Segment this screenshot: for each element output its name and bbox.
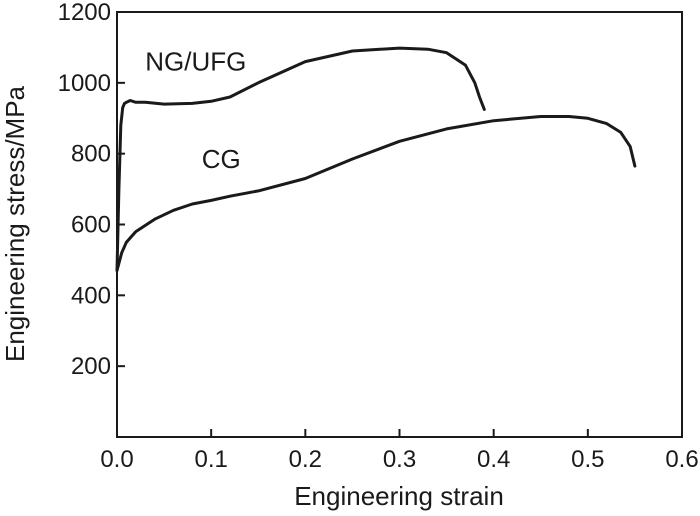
x-tick-label: 0.2 — [289, 446, 322, 473]
x-axis-title: Engineering strain — [294, 481, 504, 511]
x-tick-label: 0.1 — [194, 446, 227, 473]
y-tick-label: 1200 — [58, 0, 111, 26]
y-tick-labels: 200 400 600 800 1000 1200 — [58, 0, 111, 380]
y-tick-label: 200 — [71, 353, 111, 380]
series-curves — [115, 46, 637, 272]
x-tick-label: 0.4 — [477, 446, 510, 473]
y-tick-label: 800 — [71, 141, 111, 168]
y-tick-label: 1000 — [58, 70, 111, 97]
series-annotations: NG/UFG CG — [145, 46, 246, 173]
x-tick-labels: 0.0 0.1 0.2 0.3 0.4 0.5 0.6 — [100, 446, 698, 473]
x-tick-label: 0.5 — [571, 446, 604, 473]
series-line-ng-ufg — [115, 46, 486, 272]
y-tick-label: 600 — [71, 212, 111, 239]
x-tick-label: 0.3 — [383, 446, 416, 473]
x-tick-label: 0.6 — [665, 446, 698, 473]
series-label-ng-ufg: NG/UFG — [145, 46, 246, 76]
y-tick-label: 400 — [71, 282, 111, 309]
y-axis-title: Engineering stress/MPa — [0, 85, 30, 362]
series-label-cg: CG — [202, 144, 241, 174]
axis-ticks — [116, 11, 683, 437]
series-line-cg — [115, 115, 637, 272]
x-tick-label: 0.0 — [100, 446, 133, 473]
